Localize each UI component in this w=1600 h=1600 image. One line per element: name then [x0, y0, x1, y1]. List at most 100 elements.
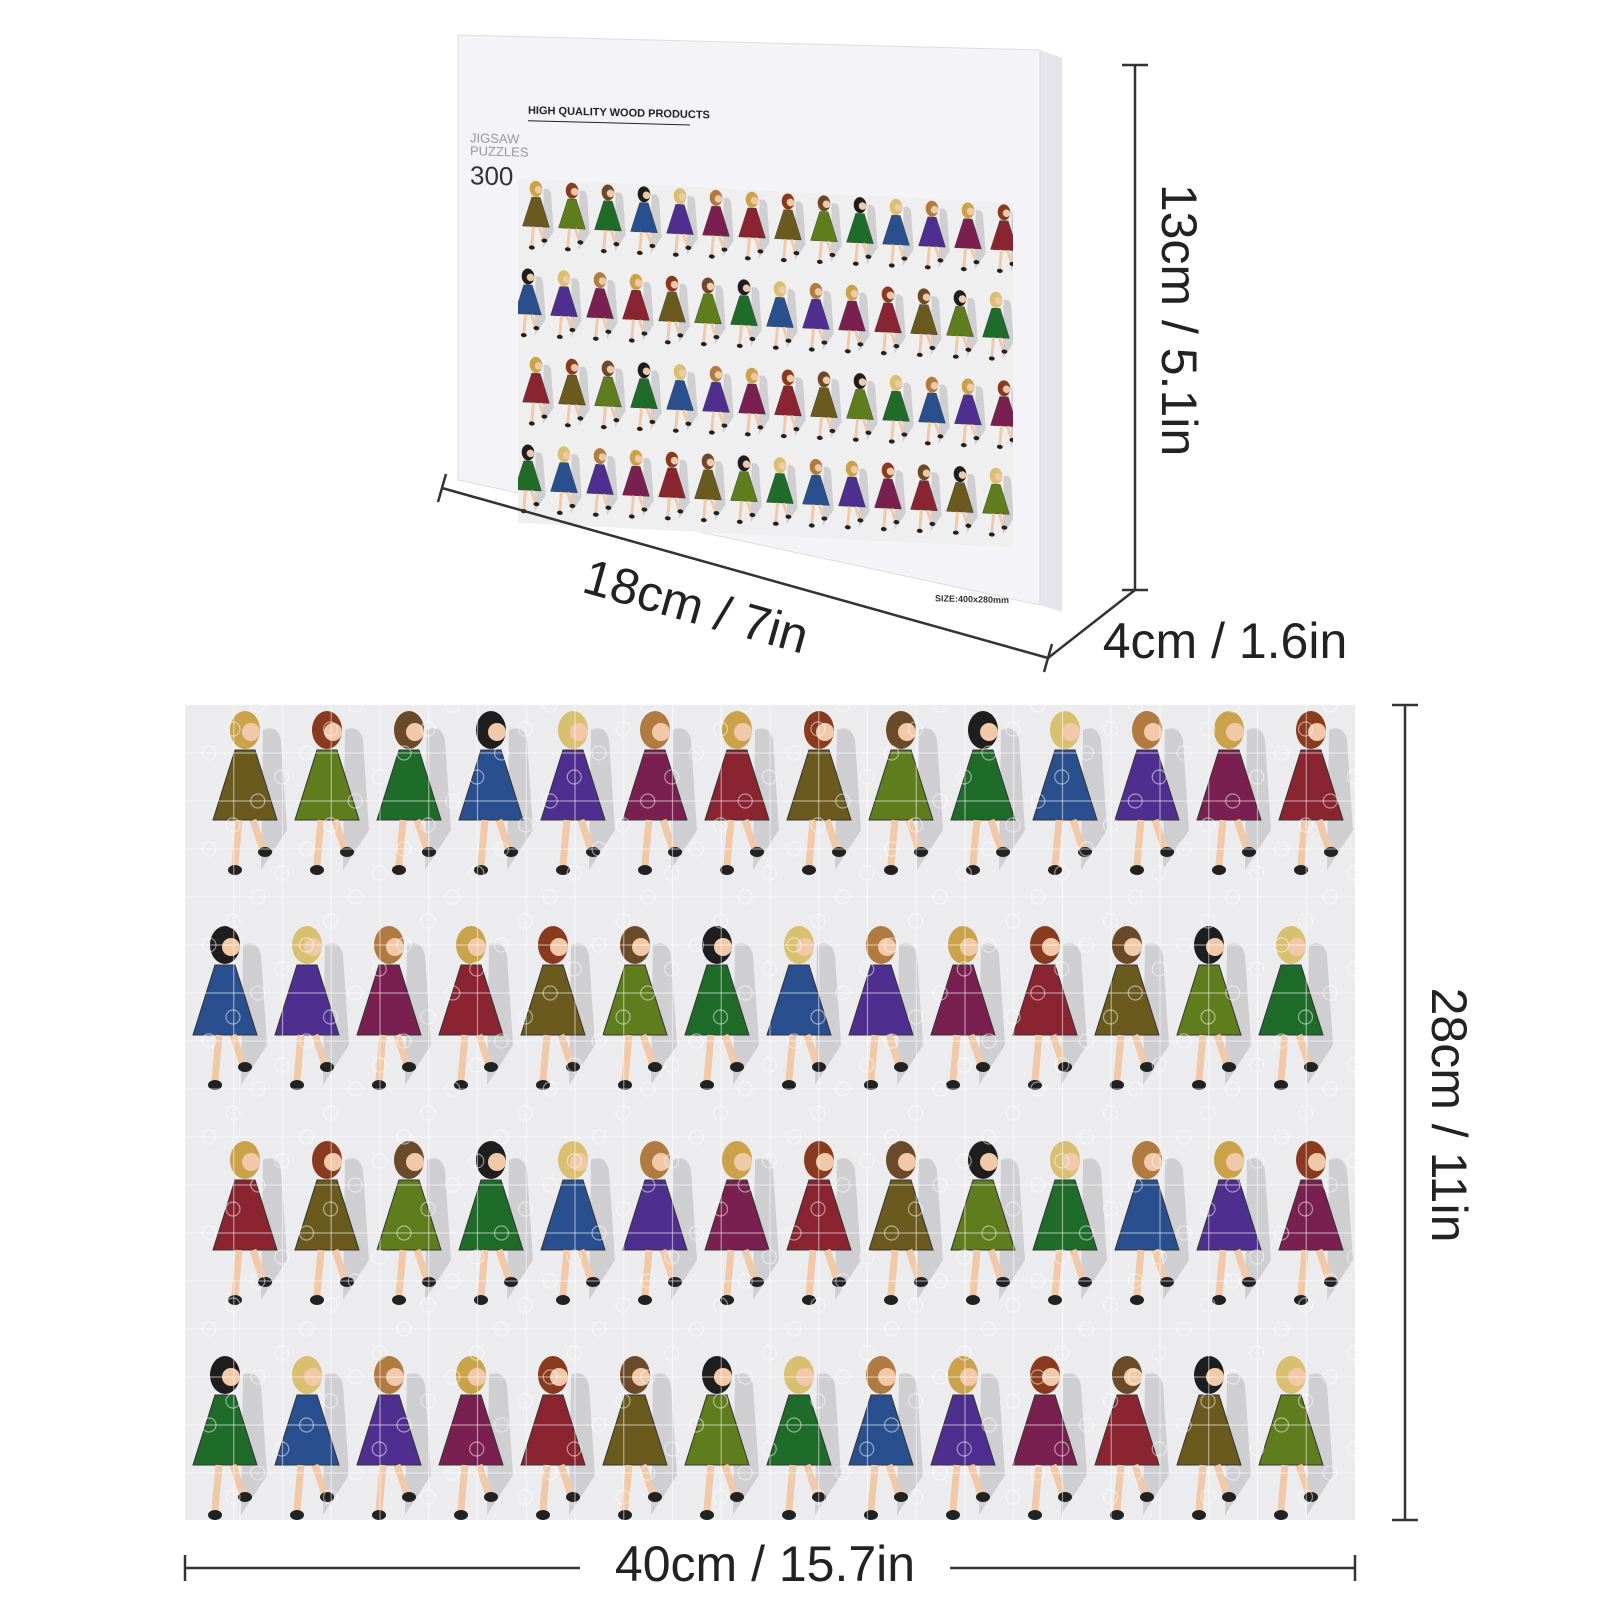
- face: [634, 279, 643, 287]
- dress: [518, 460, 542, 492]
- piece-knob: [322, 1297, 339, 1313]
- face: [858, 202, 867, 210]
- shoe: [402, 1062, 416, 1072]
- shoe: [700, 517, 707, 523]
- piece-knob: [1225, 1273, 1241, 1289]
- shadow: [917, 728, 943, 870]
- piece-knob: [591, 1417, 607, 1433]
- shoe: [1294, 865, 1308, 875]
- shoe: [454, 1080, 468, 1090]
- shadow: [835, 728, 861, 870]
- shoe: [569, 327, 576, 333]
- piece-knob: [493, 1129, 510, 1145]
- shoe: [880, 350, 887, 356]
- legs: [1215, 1248, 1251, 1296]
- legs: [738, 500, 753, 520]
- dress: [192, 1394, 258, 1466]
- face: [488, 1153, 506, 1171]
- piece-knob: [201, 937, 217, 953]
- shadow: [651, 943, 677, 1085]
- shoe: [677, 333, 684, 338]
- box-width: 18cm / 7in: [577, 548, 814, 664]
- shoe: [566, 1492, 580, 1502]
- piece-knob: [347, 889, 363, 905]
- piece-knob: [1054, 769, 1070, 785]
- shoe: [528, 421, 535, 426]
- piece-knob: [1054, 1057, 1070, 1073]
- piece-knob: [835, 793, 851, 809]
- face: [324, 1153, 342, 1171]
- shadow: [815, 943, 841, 1085]
- dress: [810, 211, 838, 242]
- label-bg: [580, 1540, 950, 1596]
- shoe: [700, 341, 707, 347]
- piece-knob: [737, 1465, 753, 1481]
- dress: [874, 302, 902, 334]
- shoe: [520, 332, 527, 338]
- dress: [954, 218, 982, 250]
- shoe: [937, 434, 944, 439]
- face: [878, 938, 896, 956]
- piece-knob: [883, 1417, 900, 1433]
- face: [324, 723, 342, 741]
- legs: [1031, 1033, 1067, 1081]
- shoe: [628, 338, 635, 343]
- shoe: [628, 514, 635, 519]
- legs: [666, 497, 681, 517]
- piece-knob: [640, 1465, 656, 1481]
- piece-knob: [1273, 1129, 1290, 1145]
- legs: [782, 238, 797, 259]
- shoe: [238, 1062, 252, 1072]
- piece-knob: [1030, 1465, 1046, 1481]
- piece-knob: [1176, 1225, 1192, 1241]
- shoe: [780, 257, 787, 263]
- piece-knob: [883, 1225, 900, 1241]
- piece-knob: [786, 1417, 802, 1433]
- shadow: [534, 276, 546, 336]
- piece-knob: [1297, 1201, 1314, 1217]
- piece-knob: [712, 1489, 729, 1505]
- face: [1206, 938, 1224, 956]
- dress: [702, 381, 730, 413]
- shadow: [835, 1158, 861, 1300]
- piece-knob: [591, 937, 607, 953]
- face: [742, 284, 751, 293]
- dress: [730, 471, 758, 502]
- face: [598, 277, 607, 285]
- shoe: [228, 1295, 242, 1305]
- face: [652, 723, 670, 741]
- piece-knob: [932, 1177, 948, 1193]
- dress: [702, 205, 730, 237]
- piece-knob: [542, 1081, 558, 1097]
- shoe: [1222, 1492, 1236, 1502]
- box-height: 13cm / 5.1in: [1151, 184, 1207, 456]
- face: [534, 362, 543, 370]
- piece-knob: [1127, 1081, 1143, 1097]
- piece-knob: [566, 1249, 582, 1265]
- dress: [602, 964, 668, 1036]
- legs: [782, 414, 797, 435]
- piece-knob: [810, 1009, 826, 1025]
- piece-knob: [1078, 841, 1095, 857]
- shoe: [700, 1080, 714, 1090]
- dress: [882, 390, 910, 422]
- puzzle-width: 40cm / 15.7in: [615, 1536, 915, 1592]
- piece-knob: [420, 1489, 436, 1505]
- piece-knob: [1200, 1297, 1216, 1313]
- piece-knob: [517, 1009, 534, 1025]
- piece-knob: [566, 1345, 582, 1361]
- shoe: [700, 1510, 714, 1520]
- shoe: [976, 1062, 990, 1072]
- dress: [212, 749, 278, 821]
- face: [714, 195, 723, 203]
- legs: [530, 226, 545, 246]
- dress: [518, 284, 542, 316]
- dress: [730, 295, 758, 326]
- dress: [846, 213, 874, 244]
- piece-knob: [1249, 865, 1265, 881]
- shoe: [946, 1510, 960, 1520]
- legs: [457, 1033, 493, 1081]
- piece-knob: [322, 1105, 339, 1121]
- piece-knob: [322, 1009, 339, 1025]
- piece-knob: [810, 1393, 826, 1409]
